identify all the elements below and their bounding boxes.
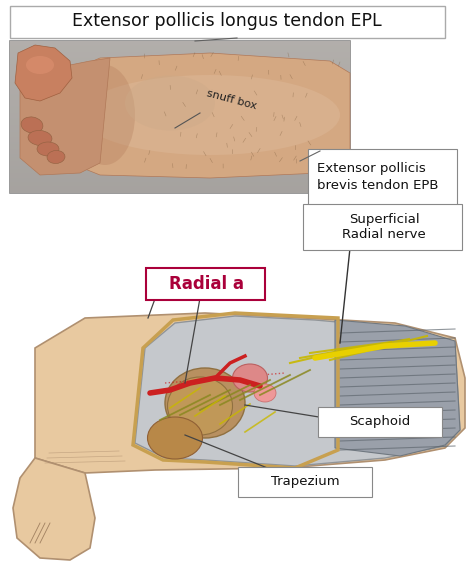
Ellipse shape	[75, 65, 135, 165]
Text: Superficial
Radial nerve: Superficial Radial nerve	[342, 212, 426, 241]
FancyBboxPatch shape	[303, 204, 462, 250]
Ellipse shape	[165, 368, 245, 438]
Polygon shape	[15, 45, 72, 101]
Ellipse shape	[28, 131, 52, 146]
FancyBboxPatch shape	[318, 407, 442, 437]
Polygon shape	[13, 458, 95, 560]
Ellipse shape	[21, 117, 43, 133]
FancyBboxPatch shape	[10, 6, 445, 38]
Text: snuff box: snuff box	[205, 88, 257, 111]
Ellipse shape	[233, 364, 267, 392]
Text: Scaphoid: Scaphoid	[349, 416, 410, 429]
Ellipse shape	[125, 76, 215, 131]
FancyBboxPatch shape	[10, 41, 350, 193]
Ellipse shape	[80, 75, 340, 155]
Ellipse shape	[167, 377, 233, 435]
Text: Radial a: Radial a	[170, 275, 245, 293]
Text: Extensor pollicis
brevis tendon EPB: Extensor pollicis brevis tendon EPB	[317, 162, 438, 192]
Polygon shape	[70, 53, 350, 178]
FancyBboxPatch shape	[238, 467, 372, 497]
Polygon shape	[135, 316, 460, 466]
FancyBboxPatch shape	[308, 149, 457, 205]
Ellipse shape	[147, 417, 202, 459]
Text: Extensor pollicis longus tendon EPL: Extensor pollicis longus tendon EPL	[72, 12, 382, 30]
Text: Trapezium: Trapezium	[271, 476, 339, 489]
Polygon shape	[35, 313, 465, 473]
Polygon shape	[335, 320, 460, 456]
Ellipse shape	[26, 56, 54, 74]
Polygon shape	[20, 58, 110, 175]
Ellipse shape	[254, 384, 276, 402]
Ellipse shape	[47, 150, 65, 163]
FancyBboxPatch shape	[146, 268, 265, 300]
Ellipse shape	[37, 142, 59, 156]
